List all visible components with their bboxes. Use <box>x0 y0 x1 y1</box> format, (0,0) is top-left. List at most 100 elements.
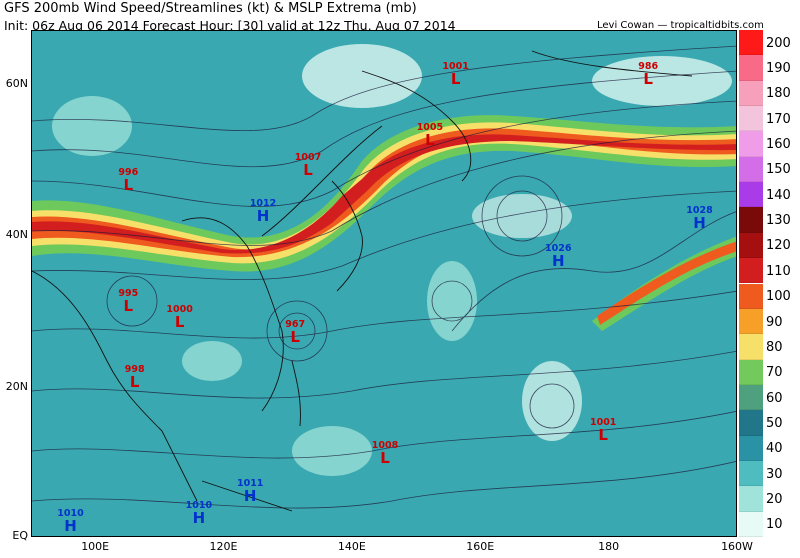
colorbar-cell <box>739 334 763 360</box>
low-pressure-marker: 996 L <box>108 168 148 193</box>
pressure-value: 1001 <box>589 417 617 429</box>
colorbar-cell <box>739 359 763 385</box>
low-pressure-marker: 1007 L <box>288 153 328 178</box>
colorbar-label: 50 <box>766 415 783 431</box>
colorbar-label: 150 <box>766 162 791 178</box>
latitude-label: 60N <box>5 76 28 90</box>
credit-text: Levi Cowan — tropicaltidbits.com <box>597 20 764 31</box>
colorbar-cell <box>739 80 763 107</box>
colorbar-cell <box>739 283 763 309</box>
pressure-letter: H <box>64 516 77 535</box>
pressure-value: 1026 <box>545 243 572 254</box>
colorbar-cell <box>739 511 763 537</box>
map-subtitle: Init: 06z Aug 06 2014 Forecast Hour: [30… <box>4 18 456 33</box>
colorbar <box>739 30 763 537</box>
colorbar-cell <box>739 232 763 259</box>
pressure-letter: L <box>290 327 300 346</box>
longitude-label: 180 <box>598 540 620 553</box>
pressure-letter: L <box>123 176 134 195</box>
colorbar-cell <box>739 55 763 81</box>
longitude-label: 160E <box>466 540 495 553</box>
colorbar-label: 10 <box>766 517 783 533</box>
pressure-letter: L <box>303 161 313 180</box>
high-pressure-marker: 1010 H <box>51 507 91 535</box>
colorbar-label: 70 <box>766 365 783 381</box>
pressure-value: 998 <box>124 364 145 376</box>
high-pressure-marker: 1010 H <box>179 501 219 526</box>
high-pressure-marker: 1011 H <box>230 477 270 505</box>
colorbar-cell <box>739 30 763 56</box>
low-pressure-marker: 967 L <box>275 318 315 346</box>
pressure-letter: L <box>380 448 390 467</box>
pressure-value: 1005 <box>416 121 444 133</box>
colorbar-label: 130 <box>766 213 791 229</box>
low-pressure-marker: 986 L <box>628 62 668 87</box>
pressure-value: 1028 <box>686 205 713 217</box>
pressure-value: 1011 <box>236 477 264 489</box>
latitude-label: 20N <box>5 379 28 393</box>
colorbar-cell <box>739 486 763 512</box>
pressure-value: 1001 <box>442 61 469 73</box>
low-pressure-marker: 1001 L <box>583 418 623 443</box>
pressure-letter: H <box>192 509 206 528</box>
colorbar-label: 60 <box>766 390 783 406</box>
coastlines <box>32 50 693 512</box>
colorbar-cell <box>739 410 763 436</box>
pressure-value: 1010 <box>185 500 213 512</box>
jet-stream <box>32 115 736 331</box>
colorbar-cell <box>739 258 763 284</box>
colorbar-cell <box>739 435 763 461</box>
colorbar-label: 180 <box>766 86 791 102</box>
pressure-letter: L <box>643 70 653 89</box>
map-canvas <box>32 31 736 536</box>
low-pressure-marker: 1008 L <box>365 439 405 467</box>
low-pressure-marker: 1001 L <box>436 62 476 87</box>
pressure-letter: L <box>450 70 461 89</box>
colorbar-label: 170 <box>766 111 791 127</box>
colorbar-label: 30 <box>766 466 783 482</box>
high-pressure-marker: 1028 H <box>679 206 719 231</box>
map-title: GFS 200mb Wind Speed/Streamlines (kt) & … <box>4 1 417 16</box>
pressure-value: 1007 <box>294 152 322 164</box>
weak-wind-areas <box>52 44 732 476</box>
pressure-letter: H <box>243 486 257 505</box>
pressure-value: 1010 <box>57 507 84 519</box>
colorbar-label: 80 <box>766 339 783 355</box>
pressure-letter: L <box>129 373 140 392</box>
pressure-letter: H <box>552 252 565 270</box>
pressure-letter: H <box>693 214 706 233</box>
pressure-letter: L <box>174 312 185 331</box>
colorbar-label: 40 <box>766 441 783 457</box>
pressure-value: 986 <box>638 61 659 73</box>
longitude-label: 160W <box>721 540 753 553</box>
latitude-label: 40N <box>5 228 28 242</box>
colorbar-cell <box>739 156 763 183</box>
colorbar-label: 100 <box>766 289 791 305</box>
pressure-letter: L <box>425 130 435 149</box>
low-pressure-marker: 1005 L <box>410 121 450 149</box>
low-pressure-marker: 1000 L <box>160 303 200 331</box>
low-pressure-marker: 998 L <box>115 365 155 390</box>
colorbar-cell <box>739 384 763 411</box>
low-pressure-marker: 995 L <box>108 289 148 314</box>
pressure-value: 1008 <box>371 439 399 451</box>
pressure-value: 1000 <box>166 303 193 315</box>
colorbar-label: 110 <box>766 263 791 279</box>
streamlines <box>32 45 736 509</box>
colorbar-label: 200 <box>766 35 791 51</box>
pressure-letter: L <box>598 426 608 445</box>
pressure-letter: L <box>123 297 134 316</box>
colorbar-label: 90 <box>766 314 783 330</box>
colorbar-cell <box>739 207 763 233</box>
colorbar-label: 160 <box>766 137 791 153</box>
pressure-value: 996 <box>118 167 139 179</box>
colorbar-label: 190 <box>766 61 791 77</box>
pressure-value: 967 <box>285 318 306 330</box>
longitude-label: 100E <box>81 540 110 553</box>
longitude-label: 120E <box>209 540 238 553</box>
colorbar-cell <box>739 182 763 208</box>
latitude-label: EQ <box>12 529 28 542</box>
colorbar-cell <box>739 308 763 335</box>
high-pressure-marker: 1012 H <box>243 198 283 224</box>
colorbar-label: 120 <box>766 238 791 254</box>
